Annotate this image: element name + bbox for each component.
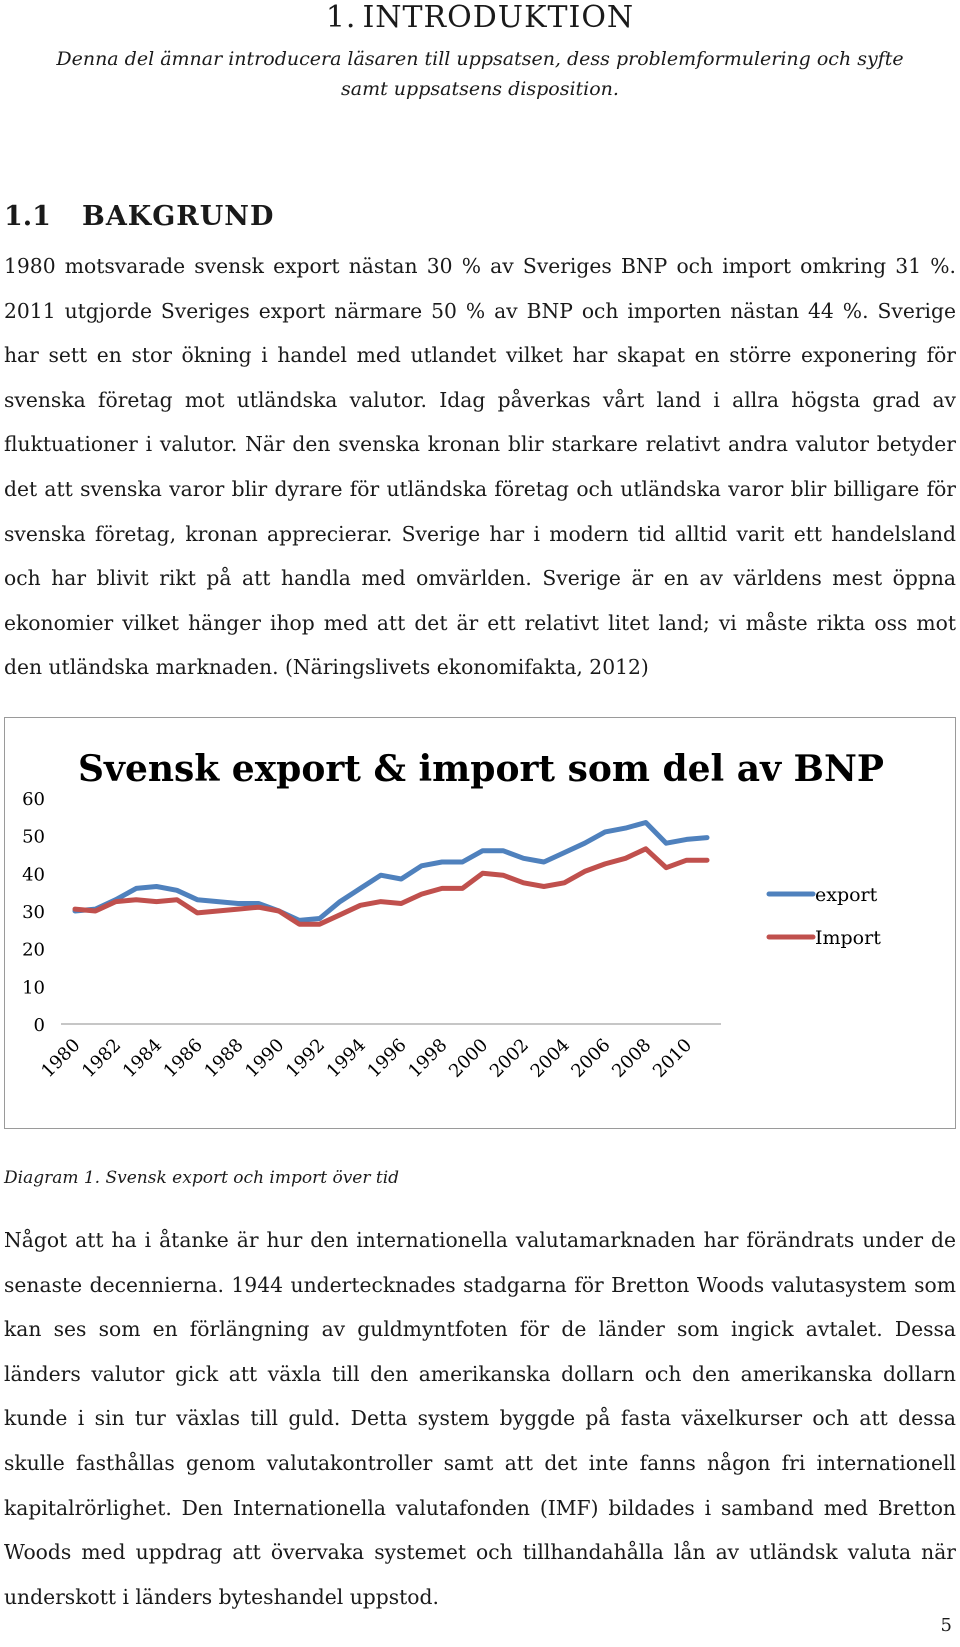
section-heading: 1.1 BAKGRUND [4,200,274,234]
paragraph-bretton-woods: Något att ha i åtanke är hur den interna… [4,1228,956,1609]
y-tick-label: 40 [22,864,45,885]
y-tick-label: 10 [22,977,45,998]
x-tick-label: 2004 [527,1035,574,1082]
y-tick-label: 0 [34,1015,45,1036]
legend-label-import: Import [815,927,881,949]
x-tick-label: 1986 [160,1035,207,1082]
y-tick-label: 50 [22,827,45,848]
x-tick-label: 2000 [445,1035,492,1082]
chart-frame: Svensk export & import som del av BNP 0 10… [4,717,956,1129]
x-tick-label: 1988 [200,1035,247,1082]
x-tick-label: 1994 [323,1035,370,1082]
chapter-number: 1. [325,0,357,35]
page-number: 5 [940,1615,952,1636]
chart-title: Svensk export & import som del av BNP [78,748,884,790]
y-tick-label: 60 [22,789,45,810]
chapter-title-text: INTRODUKTION [362,0,635,35]
x-tick-label: 1982 [78,1035,125,1082]
y-tick-label: 20 [22,940,45,961]
x-tick-label: 1998 [404,1035,451,1082]
x-tick-label: 2002 [486,1035,533,1082]
x-tick-label: 1990 [241,1035,288,1082]
x-tick-label: 2008 [608,1035,655,1082]
chapter-intro: Denna del ämnar introducera läsaren till… [56,48,904,100]
series-line-import [72,846,710,927]
paragraph-background: 1980 motsvarade svensk export nästan 30 … [4,254,956,680]
x-tick-label: 1992 [282,1035,329,1082]
x-tick-label: 1980 [37,1035,84,1082]
x-tick-label: 1996 [363,1035,410,1082]
x-tick-label: 2010 [649,1035,696,1082]
y-tick-label: 30 [22,902,45,923]
series-line-export [72,820,710,923]
x-tick-label: 2006 [567,1035,614,1082]
section-number: 1.1 [4,201,51,232]
legend-label-export: export [815,884,878,906]
chapter-title: 1. INTRODUKTION [0,0,960,36]
x-tick-label: 1984 [119,1035,166,1082]
chart: Svensk export & import som del av BNP 0 10… [22,748,884,1082]
section-title: BAKGRUND [82,201,275,232]
chart-caption: Diagram 1. Svensk export och import över… [4,1168,400,1188]
